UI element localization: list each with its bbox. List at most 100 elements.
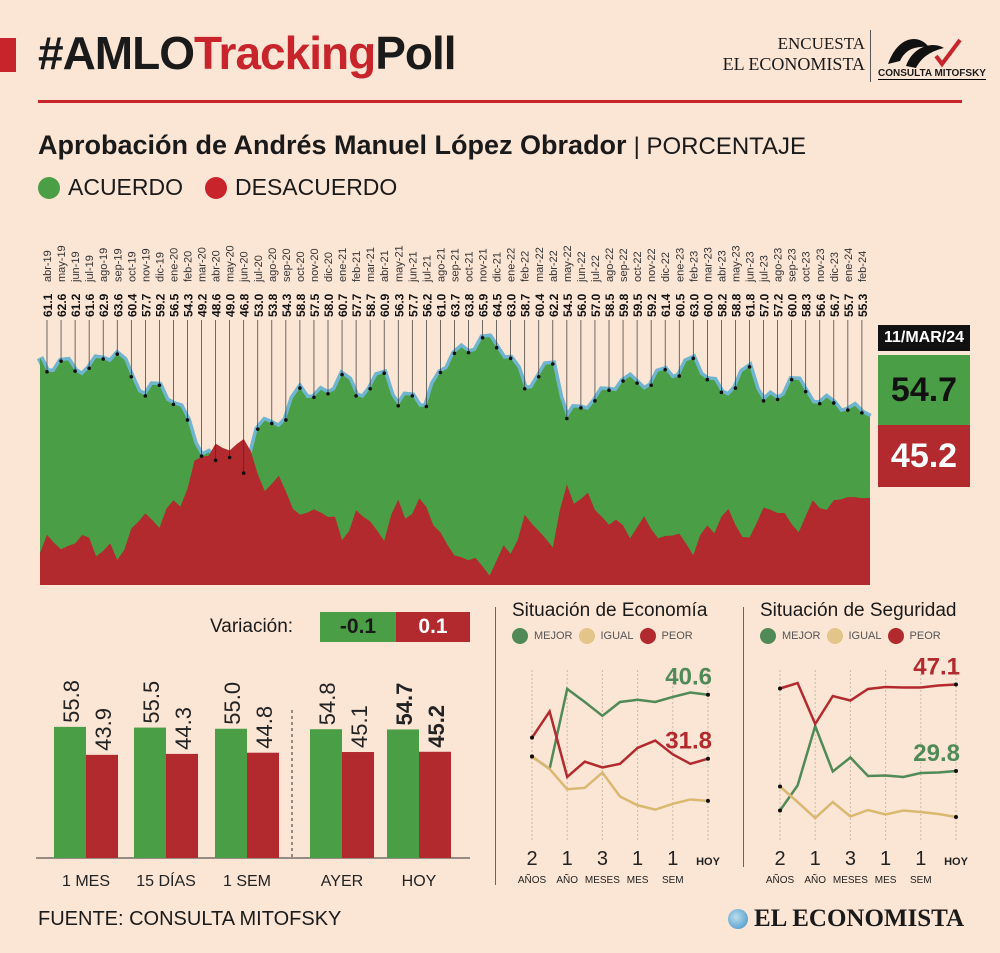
data-point (129, 374, 134, 379)
value-label: 55.3 (856, 293, 870, 317)
endpoint (706, 798, 710, 803)
month-label: dic-21 (492, 252, 504, 282)
data-point (73, 369, 77, 373)
x-label-number: HOY (696, 856, 721, 868)
mitofsky-label: CONSULTA MITOFSKY (878, 68, 986, 80)
bar-value: 45.1 (347, 705, 372, 748)
value-label: 61.0 (434, 293, 448, 317)
data-point (579, 406, 583, 410)
month-label: dic-20 (323, 252, 335, 282)
endpoint (778, 686, 782, 691)
data-point (143, 394, 148, 398)
data-point (396, 403, 401, 408)
value-label: 56.0 (575, 293, 589, 317)
data-point (593, 399, 597, 403)
month-label: jul-19 (84, 255, 96, 283)
annotation-value: 47.1 (913, 655, 960, 681)
value-label: 49.2 (196, 293, 210, 317)
data-point (59, 359, 63, 363)
value-label: 60.4 (125, 293, 139, 317)
data-point (719, 390, 724, 395)
month-label: mar-22 (534, 247, 546, 282)
bar-value: 55.5 (139, 681, 164, 724)
month-label: abr-22 (548, 250, 560, 282)
x-label-number: 1 (667, 848, 678, 870)
month-label: feb-20 (183, 251, 195, 282)
value-label: 54.3 (280, 293, 294, 317)
data-point (817, 401, 822, 406)
value-label: 58.0 (322, 293, 336, 317)
value-label: 57.0 (589, 293, 603, 317)
data-point (747, 365, 752, 369)
month-label: abr-19 (42, 250, 54, 282)
globe-icon (728, 909, 748, 929)
month-label: sep-22 (618, 248, 630, 282)
value-label: 63.6 (111, 293, 125, 317)
month-label: jul-20 (253, 255, 265, 283)
x-label-unit: MESES (833, 875, 868, 886)
month-label: sep-20 (281, 248, 293, 282)
month-label: dic-19 (154, 252, 166, 282)
current-desacuerdo: 45.2 (878, 425, 970, 487)
bar-desacuerdo (342, 752, 374, 858)
month-label: oct-23 (801, 251, 813, 282)
value-label: 58.8 (294, 293, 308, 317)
current-date: 11/MAR/24 (878, 325, 970, 351)
value-label: 58.3 (800, 293, 814, 317)
economia-title: Situación de Economía (512, 600, 708, 621)
month-label: oct-21 (464, 251, 476, 282)
month-label: nov-23 (815, 248, 827, 282)
value-label: 53.8 (266, 293, 280, 317)
bar-acuerdo (134, 727, 166, 858)
x-label-unit: AÑO (556, 873, 578, 886)
endpoint (954, 769, 958, 773)
value-label: 63.0 (505, 293, 519, 317)
month-label: feb-22 (520, 251, 532, 282)
seguridad-title: Situación de Seguridad (760, 600, 957, 621)
month-label: jul-23 (759, 255, 771, 283)
month-label: jul-21 (421, 255, 433, 283)
value-label: 61.1 (41, 293, 55, 317)
x-label-number: 1 (562, 848, 573, 870)
value-label: 59.2 (645, 293, 659, 317)
month-label: ago-21 (435, 248, 447, 282)
legend-acuerdo: ACUERDO (38, 174, 183, 201)
month-label: jun-20 (239, 251, 251, 283)
data-point (522, 386, 527, 391)
value-label: 56.3 (392, 293, 406, 317)
page-title: #AMLOTrackingPoll (38, 27, 457, 79)
month-label: feb-23 (688, 251, 700, 282)
data-point (761, 399, 766, 403)
data-point (284, 418, 288, 422)
month-label: may-21 (393, 245, 405, 282)
value-label: 60.4 (533, 293, 547, 317)
bar-desacuerdo (419, 751, 451, 858)
data-point (452, 351, 457, 356)
endpoint (778, 808, 782, 813)
month-label: dic-23 (829, 252, 841, 282)
bar-desacuerdo (247, 752, 279, 858)
bar-desacuerdo (86, 754, 118, 858)
month-label: jun-23 (745, 251, 757, 283)
data-point (705, 377, 710, 382)
month-label: ago-22 (604, 248, 616, 282)
endpoint (954, 682, 958, 687)
month-label: nov-21 (478, 248, 490, 282)
variation-label: Variación: (210, 616, 294, 637)
month-label: may-19 (56, 245, 68, 282)
data-point (565, 416, 569, 421)
bar-value: 55.8 (59, 680, 84, 723)
x-label-unit: AÑO (804, 873, 826, 886)
data-point (733, 386, 738, 390)
data-point (466, 350, 471, 355)
data-point (326, 391, 330, 396)
data-point (87, 366, 91, 371)
value-label: 60.0 (786, 293, 800, 317)
value-label: 57.7 (350, 293, 364, 317)
value-label: 59.2 (153, 293, 167, 317)
red-tab-accent (0, 38, 16, 72)
x-label-unit: SEM (662, 875, 684, 886)
month-label: jul-22 (590, 255, 602, 283)
data-point (270, 421, 274, 426)
